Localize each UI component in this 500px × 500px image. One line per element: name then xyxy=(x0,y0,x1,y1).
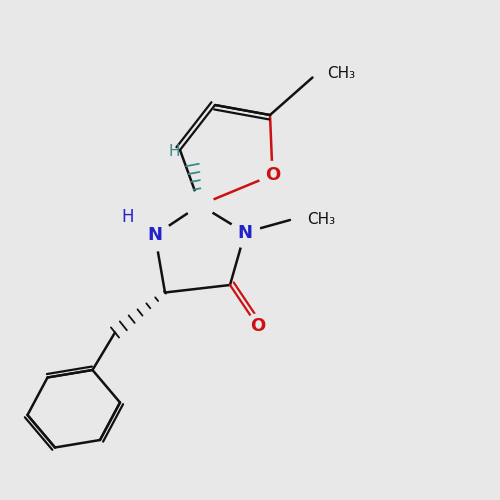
Text: N: N xyxy=(238,224,252,242)
Circle shape xyxy=(230,218,260,248)
Circle shape xyxy=(186,191,214,219)
Text: O: O xyxy=(250,317,265,335)
Text: H: H xyxy=(121,208,134,226)
Text: CH₃: CH₃ xyxy=(308,212,336,228)
Text: H: H xyxy=(168,144,180,159)
Circle shape xyxy=(246,314,270,338)
Circle shape xyxy=(259,162,286,188)
Text: O: O xyxy=(265,166,280,184)
Circle shape xyxy=(139,219,171,251)
Text: CH₃: CH₃ xyxy=(328,66,355,81)
Text: N: N xyxy=(148,226,162,244)
